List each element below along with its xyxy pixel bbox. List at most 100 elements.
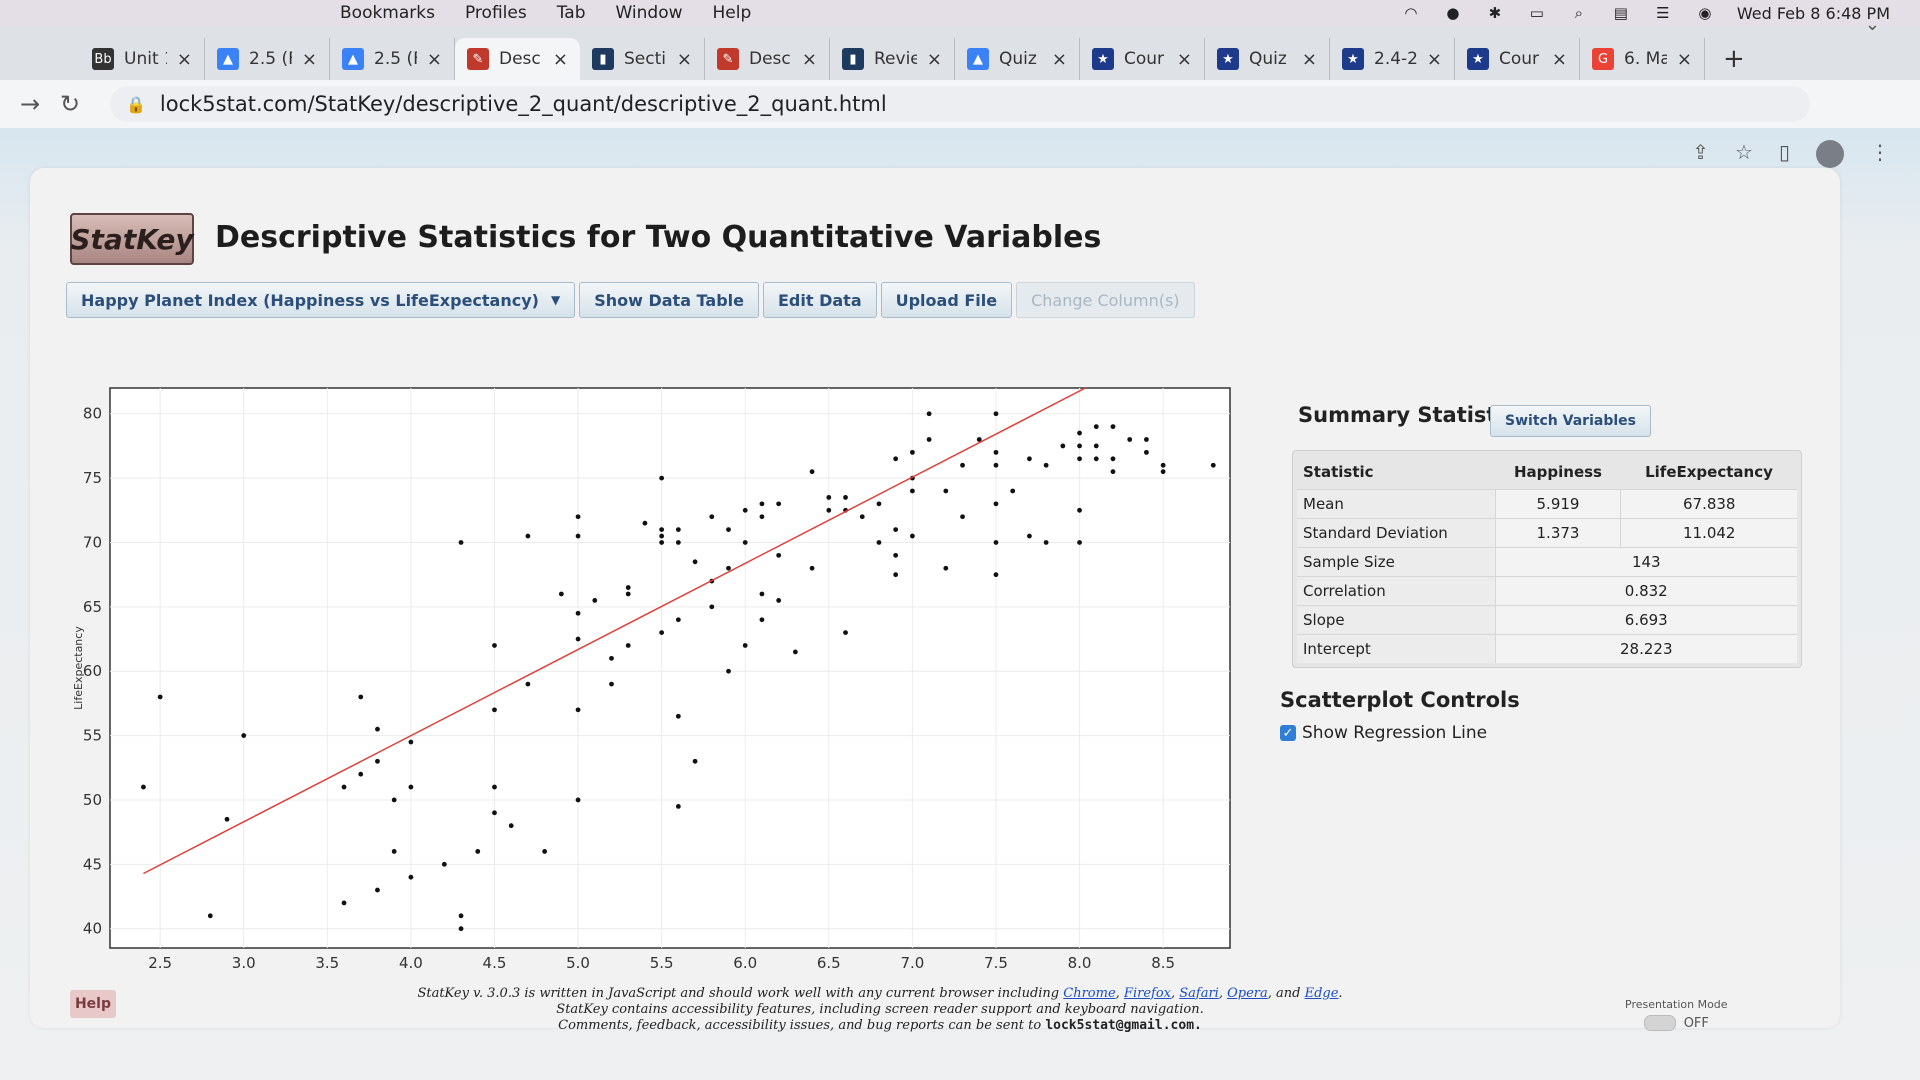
control-center-icon[interactable]: ☰ — [1656, 4, 1670, 22]
browser-tab[interactable]: ✎ Desc × — [455, 38, 580, 80]
new-tab-icon[interactable]: + — [1723, 44, 1745, 74]
data-point — [993, 449, 999, 455]
presentation-toggle[interactable]: OFF — [1625, 1015, 1728, 1031]
browser-tab[interactable]: ▮ Secti × — [580, 38, 705, 80]
close-icon[interactable]: × — [801, 48, 817, 70]
data-point — [776, 501, 782, 507]
lock-icon[interactable]: 🔒 — [126, 94, 146, 114]
back-icon[interactable]: → — [19, 90, 41, 118]
data-point — [726, 565, 731, 571]
tab-search-chevron-icon[interactable]: ⌄ — [1864, 14, 1880, 35]
browser-tab[interactable]: ★ 2.4-2 × — [1330, 38, 1455, 80]
data-point — [391, 849, 397, 854]
vpn-icon[interactable]: ● — [1446, 4, 1460, 22]
menubar-clock[interactable]: Wed Feb 8 6:48 PM — [1736, 3, 1890, 23]
browser-tab[interactable]: ★ Cour × — [1080, 38, 1205, 80]
bluetooth-icon[interactable]: ✱ — [1488, 4, 1502, 22]
browser-tab[interactable]: G 6. Ma × — [1580, 38, 1705, 80]
contact-email[interactable]: lock5stat@gmail.com. — [1045, 1018, 1202, 1033]
data-point — [408, 784, 414, 790]
menu-item[interactable]: Profiles — [464, 3, 527, 23]
share-icon[interactable]: ⇪ — [1692, 140, 1710, 164]
close-icon[interactable]: × — [176, 48, 192, 70]
shield-icon: ★ — [1342, 48, 1364, 70]
stat-name: Intercept — [1297, 634, 1496, 663]
close-icon[interactable]: × — [426, 48, 442, 70]
menu-item[interactable]: Bookmarks — [340, 3, 435, 23]
y-tick-label: 60 — [83, 662, 102, 680]
statkey-logo[interactable]: StatKey — [70, 213, 194, 265]
profile-avatar[interactable] — [1816, 140, 1844, 168]
data-point — [358, 771, 364, 777]
data-point — [625, 643, 631, 648]
side-panel-icon[interactable]: ▯ — [1778, 140, 1790, 164]
data-point — [609, 655, 614, 661]
browser-tab[interactable]: ▲ Quiz × — [955, 38, 1080, 80]
browser-tab[interactable]: ▲ 2.5 (F × — [205, 38, 330, 80]
data-point — [843, 630, 848, 635]
close-icon[interactable]: × — [1301, 48, 1317, 70]
scatterplot: 2.5 3.0 3.5 4.0 4.5 5.0 5.5 6.0 6.5 7.0 7.5 8.0 8.5 4… — [72, 387, 1231, 978]
browser-tab[interactable]: ▲ 2.5 (F × — [330, 38, 455, 80]
close-icon[interactable]: × — [926, 48, 942, 70]
wifi-icon[interactable]: ◠ — [1404, 4, 1418, 22]
data-point — [1060, 443, 1066, 449]
data-point — [776, 598, 782, 603]
browser-tab[interactable]: ✎ Desc × — [705, 38, 830, 80]
address-bar: → ↻ 🔒 lock5stat.com/StatKey/descriptive_… — [0, 80, 1920, 128]
dataset-select[interactable]: Happy Planet Index (Happiness vs LifeExp… — [66, 282, 576, 318]
browser-tab[interactable]: ★ Quiz × — [1205, 38, 1330, 80]
presentation-toggle-track[interactable] — [1643, 1015, 1676, 1031]
browser-tab[interactable]: Bb Unit 1 × — [80, 38, 205, 80]
y-tick-label: 65 — [83, 598, 102, 616]
close-icon[interactable]: × — [1051, 48, 1067, 70]
battery-icon[interactable]: ▭ — [1529, 4, 1544, 22]
data-point — [375, 758, 380, 764]
data-point — [742, 540, 748, 545]
close-icon[interactable]: × — [1426, 48, 1442, 70]
close-icon[interactable]: × — [676, 48, 692, 70]
show-data-table-button[interactable]: Show Data Table — [579, 282, 759, 318]
browser-link-firefox[interactable]: Firefox — [1123, 986, 1171, 1001]
browser-tab[interactable]: ▮ Revie × — [830, 38, 955, 80]
show-regression-line-toggle[interactable]: ✓ Show Regression Line — [1280, 723, 1487, 743]
stat-value: 67.838 — [1620, 489, 1797, 519]
data-point — [1110, 424, 1116, 430]
data-point — [759, 514, 765, 520]
data-point — [675, 527, 681, 533]
close-icon[interactable]: × — [1551, 48, 1567, 70]
bookmark-star-icon[interactable]: ☆ — [1735, 140, 1753, 164]
upload-file-button[interactable]: Upload File — [880, 282, 1013, 318]
browser-link-edge[interactable]: Edge — [1304, 986, 1339, 1001]
close-icon[interactable]: × — [301, 48, 317, 70]
browser-link-opera[interactable]: Opera — [1227, 986, 1268, 1001]
close-icon[interactable]: × — [552, 48, 568, 70]
close-icon[interactable]: × — [1676, 48, 1692, 70]
help-button[interactable]: Help — [70, 990, 116, 1018]
keyboard-icon[interactable]: ▤ — [1613, 4, 1628, 22]
siri-icon[interactable]: ◉ — [1698, 4, 1712, 22]
menu-item[interactable]: Window — [615, 3, 683, 23]
change-columns-button[interactable]: Change Column(s) — [1016, 282, 1195, 318]
data-point — [675, 803, 681, 809]
menu-item[interactable]: Tab — [556, 3, 586, 23]
tab-label: Quiz — [1249, 49, 1287, 69]
close-icon[interactable]: × — [1176, 48, 1192, 70]
data-point — [943, 488, 949, 494]
browser-tab[interactable]: ★ Cour × — [1455, 38, 1580, 80]
menu-item[interactable]: Help — [712, 3, 752, 23]
regression-checkbox[interactable]: ✓ — [1280, 725, 1296, 741]
page-title: Descriptive Statistics for Two Quantitat… — [215, 220, 1102, 255]
browser-link-chrome[interactable]: Chrome — [1063, 986, 1116, 1001]
edit-data-button[interactable]: Edit Data — [763, 282, 877, 318]
kebab-menu-icon[interactable]: ⋮ — [1870, 140, 1890, 164]
data-point — [692, 758, 698, 764]
switch-variables-button[interactable]: Switch Variables — [1490, 405, 1651, 437]
search-icon[interactable]: ⌕ — [1574, 4, 1584, 22]
reload-icon[interactable]: ↻ — [59, 90, 81, 118]
google-icon: G — [1592, 48, 1614, 70]
browser-link-safari[interactable]: Safari — [1179, 986, 1219, 1001]
url-field[interactable]: 🔒 lock5stat.com/StatKey/descriptive_2_qu… — [110, 86, 1810, 122]
x-tick-label: 2.5 — [148, 954, 172, 972]
data-point — [809, 565, 815, 571]
